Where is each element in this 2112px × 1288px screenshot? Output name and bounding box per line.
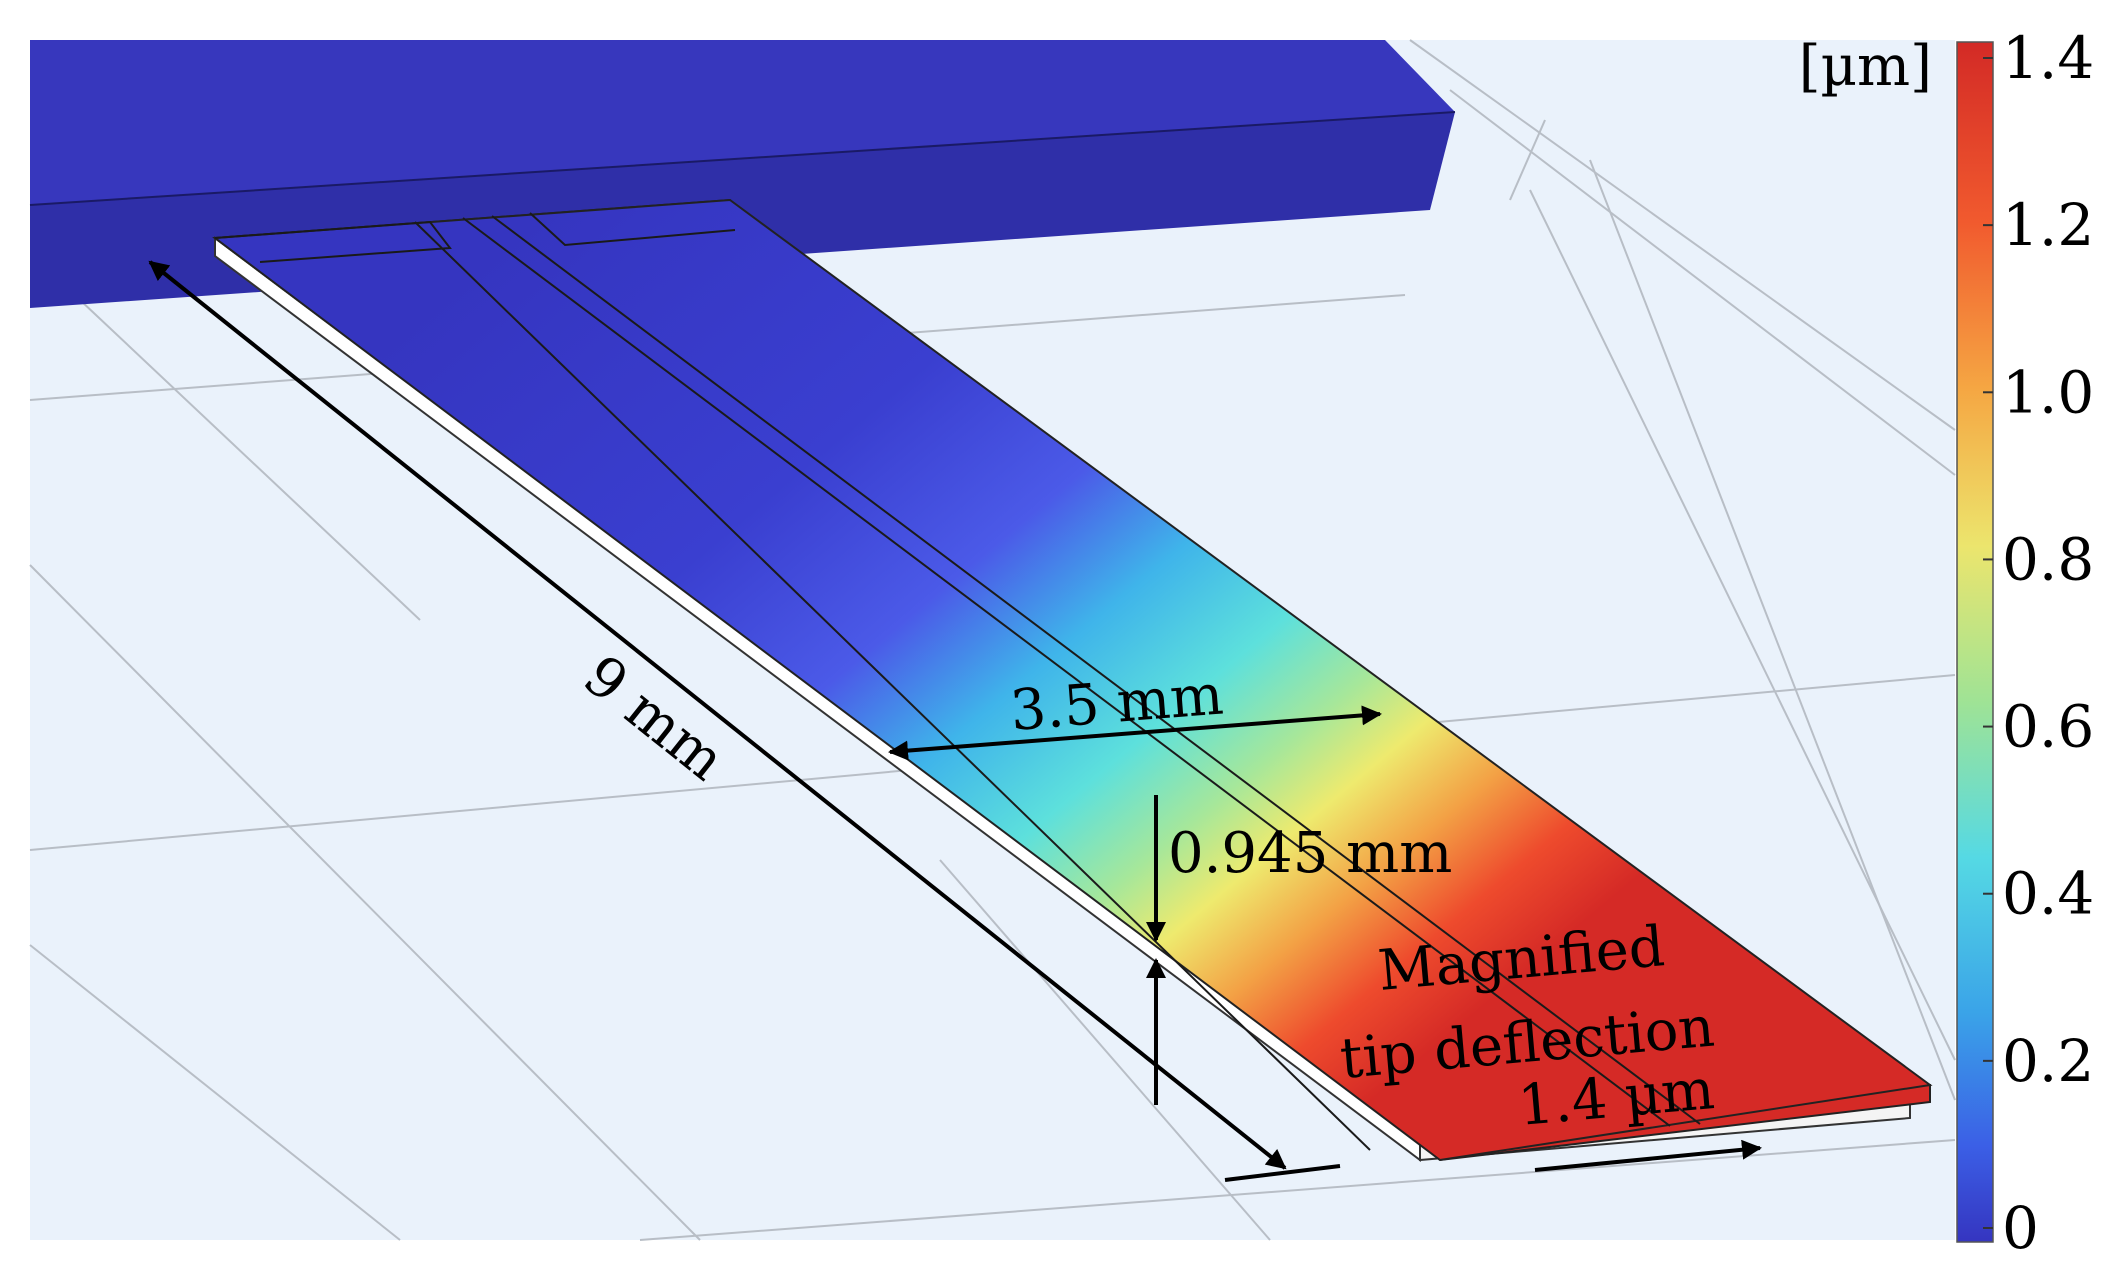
colorbar-tick-label: 1.0 bbox=[2002, 358, 2094, 426]
colorbar-unit: [µm] bbox=[1799, 34, 1932, 99]
colorbar: 1.4 1.2 1.0 0.8 0.6 0.4 0.2 0 [µm] bbox=[1799, 24, 2094, 1262]
width-dimension: 3.5 mm bbox=[888, 662, 1382, 761]
thickness-dimension: 0.945 mm bbox=[1146, 795, 1452, 1105]
colorbar-tick-label: 0.6 bbox=[2002, 693, 2094, 761]
colorbar-tick-label: 0 bbox=[2002, 1194, 2039, 1262]
colorbar-tick-label: 0.2 bbox=[2002, 1027, 2094, 1095]
thickness-label: 0.945 mm bbox=[1168, 821, 1452, 886]
colorbar-tick-label: 1.4 bbox=[2002, 24, 2094, 92]
colorbar-ticks: 1.4 1.2 1.0 0.8 0.6 0.4 0.2 0 bbox=[1983, 24, 2094, 1262]
colorbar-tick-label: 0.8 bbox=[2002, 525, 2094, 593]
colorbar-tick-label: 1.2 bbox=[2002, 191, 2094, 259]
colorbar-tick-label: 0.4 bbox=[2002, 860, 2094, 928]
colorbar-gradient bbox=[1956, 41, 1994, 1243]
